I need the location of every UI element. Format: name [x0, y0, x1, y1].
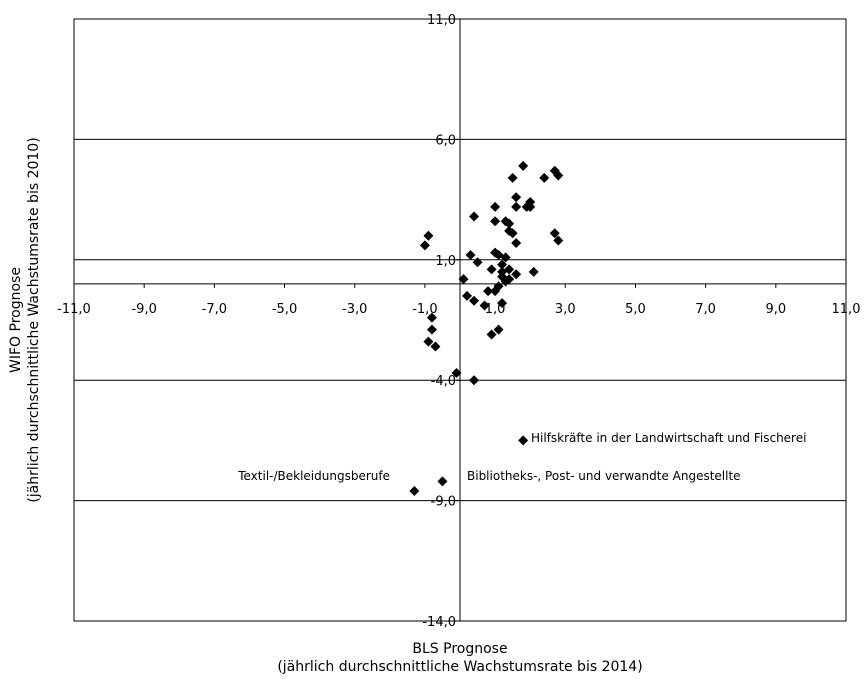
data-point-0-44 [426, 312, 437, 323]
data-point-0-31 [511, 269, 522, 280]
y-tick-label-4: -9,0 [431, 495, 456, 510]
x-axis-label-line2: (jährlich durchschnittliche Wachstumsrat… [277, 659, 642, 675]
data-point-0-48 [423, 336, 434, 347]
y-tick-label-2: 1,0 [435, 254, 456, 269]
data-point-0-26 [472, 257, 483, 268]
data-point-0-40 [462, 290, 473, 301]
data-point-0-19 [553, 235, 564, 246]
data-point-0-41 [469, 295, 480, 306]
data-point-0-32 [528, 266, 539, 277]
data-point-0-27 [497, 259, 508, 270]
y-tick-label-3: -4,0 [431, 374, 456, 389]
data-point-0-20 [511, 237, 522, 248]
tick-label-layer: -11,0 -9,0 -7,0 -5,0 -3,0 -1,0 1,0 3,0 5,0 7,0 9,0… [57, 13, 860, 630]
x-tick-label-10: 9,0 [765, 302, 786, 317]
data-point-0-14 [504, 218, 515, 229]
axis-layer [73, 18, 847, 622]
data-point-0-49 [430, 341, 441, 352]
annotation-hilfskraefte: Hilfskräfte in der Landwirtschaft und Fi… [531, 431, 806, 445]
y-tick-label-5: -14,0 [422, 615, 456, 630]
data-point-0-50 [451, 367, 462, 378]
data-point-0-5 [511, 192, 522, 203]
data-point-0-43 [479, 300, 490, 311]
data-point-0-39 [483, 286, 494, 297]
data-point-0-16 [507, 228, 518, 239]
x-tick-label-9: 7,0 [695, 302, 716, 317]
data-point-0-45 [426, 324, 437, 335]
x-tick-label-7: 3,0 [555, 302, 576, 317]
x-axis-label-line1: BLS Prognose [412, 641, 507, 657]
data-point-0-53 [437, 476, 448, 487]
y-tick-label-1: 6,0 [435, 133, 456, 148]
data-point-layer [409, 160, 564, 496]
data-point-0-25 [500, 252, 511, 263]
data-point-0-18 [423, 230, 434, 241]
data-point-0-21 [419, 240, 430, 251]
data-point-0-7 [511, 201, 522, 212]
annotation-textil: Textil-/Bekleidungsberufe [237, 469, 390, 483]
data-point-0-12 [490, 216, 501, 227]
data-point-0-38 [490, 286, 501, 297]
y-axis-label-line2: (jährlich durchschnittliche Wachstumsrat… [26, 137, 42, 502]
y-tick-label-0: 11,0 [427, 13, 456, 28]
x-tick-label-11: 11,0 [832, 302, 861, 317]
data-point-0-11 [469, 211, 480, 222]
data-point-0-3 [539, 172, 550, 183]
data-point-0-4 [507, 172, 518, 183]
data-point-0-23 [465, 249, 476, 260]
x-tick-label-0: -11,0 [57, 302, 91, 317]
data-point-0-28 [486, 264, 497, 275]
data-point-0-52 [518, 435, 529, 446]
data-point-0-51 [469, 375, 480, 386]
data-point-0-47 [486, 329, 497, 340]
x-tick-label-4: -3,0 [342, 302, 367, 317]
x-tick-label-1: -9,0 [131, 302, 156, 317]
data-point-0-9 [525, 201, 536, 212]
x-tick-label-8: 5,0 [625, 302, 646, 317]
data-point-0-0 [518, 160, 529, 171]
x-tick-label-5: -1,0 [412, 302, 437, 317]
x-tick-label-3: -5,0 [272, 302, 297, 317]
data-point-0-35 [458, 274, 469, 285]
data-point-0-24 [493, 249, 504, 260]
y-axis-label-line1: WIFO Prognose [8, 267, 24, 373]
data-point-0-54 [409, 485, 420, 496]
data-point-0-42 [497, 298, 508, 309]
annotation-bibliotheks: Bibliotheks-, Post- und verwandte Angest… [467, 469, 741, 483]
data-point-0-46 [493, 324, 504, 335]
data-point-0-10 [490, 201, 501, 212]
data-point-0-17 [549, 228, 560, 239]
x-tick-label-2: -7,0 [202, 302, 227, 317]
data-point-0-36 [500, 276, 511, 287]
data-point-0-2 [553, 170, 564, 181]
